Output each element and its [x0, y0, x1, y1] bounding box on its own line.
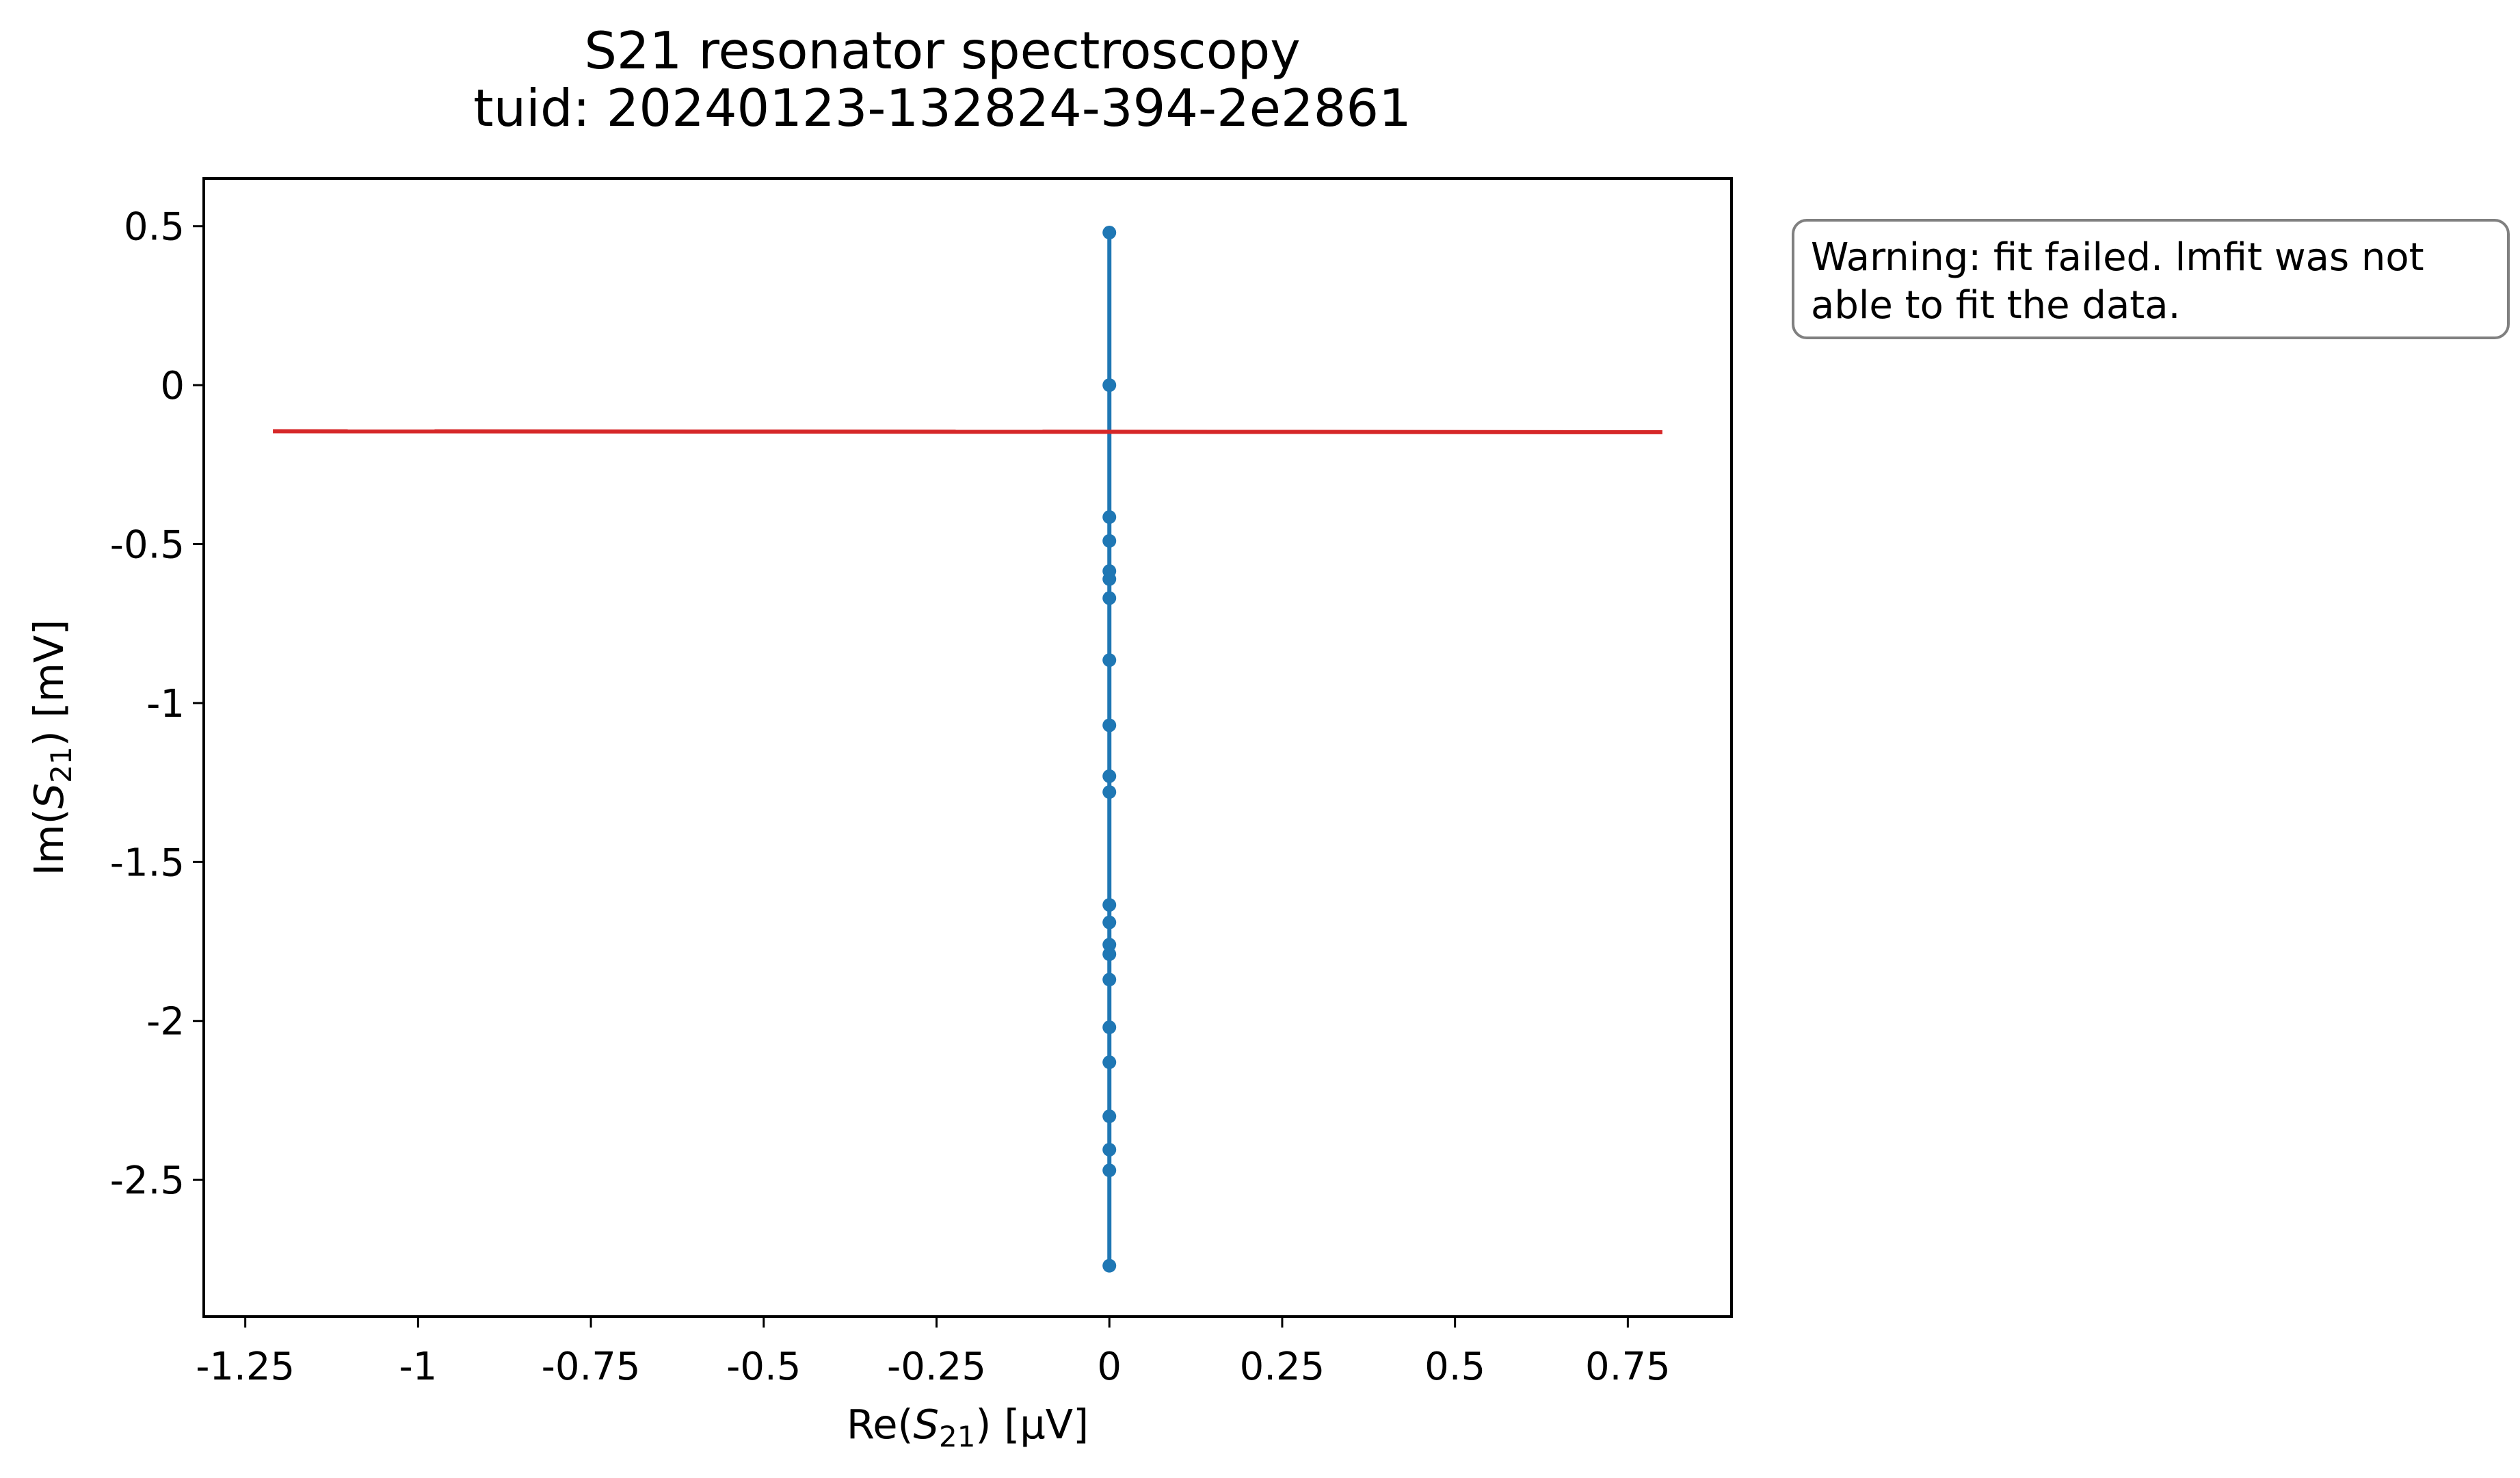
series-0-point-1 — [1102, 378, 1117, 393]
series-0-point-12 — [1102, 915, 1117, 929]
series-0-point-8 — [1102, 718, 1117, 733]
y-tick-label-4: -1.5 — [110, 841, 185, 885]
y-axis-ticks: 0.5 0 -0.5 -1 -1.5 -2 -2.5 — [110, 205, 204, 1203]
y-tick-label-6: -2.5 — [110, 1159, 185, 1203]
series-0-point-5 — [1102, 572, 1117, 586]
series-0-point-9 — [1102, 769, 1117, 783]
x-tick-label-2: -0.75 — [542, 1345, 641, 1389]
x-tick-label-1: -1 — [399, 1345, 437, 1389]
series-0-point-14 — [1102, 947, 1117, 962]
series-0-point-15 — [1102, 973, 1117, 987]
y-tick-label-1: 0 — [160, 364, 185, 408]
x-tick-label-6: 0.25 — [1240, 1345, 1325, 1389]
series-0-point-11 — [1102, 898, 1117, 912]
y-axis-label: Im(S21) [mV] — [25, 620, 78, 875]
chart-title-line-2: tuid: 20240123-132824-394-2e2861 — [473, 78, 1411, 138]
fit-warning-box: Warning: fit failed. lmfit was not able … — [1792, 219, 2510, 339]
series-0-point-7 — [1102, 653, 1117, 668]
axes-frame — [202, 177, 1733, 1318]
x-tick-label-7: 0.5 — [1424, 1345, 1485, 1389]
series-0-point-13 — [1102, 938, 1117, 952]
x-tick-label-0: -1.25 — [196, 1345, 295, 1389]
series-0-point-21 — [1102, 1258, 1117, 1273]
series-0-point-19 — [1102, 1142, 1117, 1157]
series-0-point-10 — [1102, 785, 1117, 800]
y-tick-label-3: -1 — [146, 682, 185, 726]
series-0-point-3 — [1102, 533, 1117, 548]
y-tick-label-5: -2 — [146, 1000, 185, 1044]
x-axis-ticks: -1.25 -1 -0.75 -0.5 -0.25 0 0.25 0.5 0.75 — [196, 1317, 1671, 1389]
series-0-point-2 — [1102, 510, 1117, 525]
y-tick-label-0: 0.5 — [124, 205, 185, 250]
chart-title-line-1: S21 resonator spectroscopy — [584, 21, 1300, 81]
series-0-point-0 — [1102, 226, 1117, 240]
x-tick-label-5: 0 — [1097, 1345, 1122, 1389]
series-0-point-18 — [1102, 1109, 1117, 1124]
series-0-point-16 — [1102, 1020, 1117, 1035]
x-tick-label-8: 0.75 — [1585, 1345, 1671, 1389]
y-tick-label-2: -0.5 — [110, 523, 185, 568]
plot-area — [273, 226, 1662, 1273]
series-0-point-17 — [1102, 1055, 1117, 1070]
x-tick-label-4: -0.25 — [887, 1345, 986, 1389]
series-0-point-20 — [1102, 1163, 1117, 1178]
x-tick-label-3: -0.5 — [726, 1345, 801, 1389]
x-axis-label: Re(S21) [µV] — [847, 1401, 1089, 1453]
series-0-point-6 — [1102, 591, 1117, 605]
